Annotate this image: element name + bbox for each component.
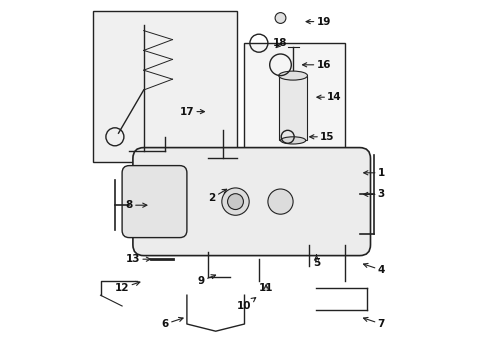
Text: 16: 16 <box>302 60 330 70</box>
Text: 1: 1 <box>363 168 384 178</box>
Text: 10: 10 <box>237 298 255 311</box>
Text: 11: 11 <box>258 283 273 293</box>
Circle shape <box>275 13 285 23</box>
Text: 3: 3 <box>363 189 384 199</box>
Text: 15: 15 <box>309 132 334 142</box>
Text: 14: 14 <box>316 92 341 102</box>
Text: 19: 19 <box>305 17 330 27</box>
Text: 7: 7 <box>363 318 384 329</box>
Bar <box>93 11 237 162</box>
FancyBboxPatch shape <box>122 166 186 238</box>
Text: 13: 13 <box>125 254 150 264</box>
Text: 6: 6 <box>162 318 183 329</box>
Text: 12: 12 <box>115 282 140 293</box>
Circle shape <box>267 189 292 214</box>
Text: 18: 18 <box>273 38 287 48</box>
Text: 9: 9 <box>197 275 215 286</box>
FancyBboxPatch shape <box>133 148 370 256</box>
Text: 5: 5 <box>312 255 320 268</box>
Ellipse shape <box>278 71 307 80</box>
Circle shape <box>227 194 243 210</box>
Bar <box>278 76 307 140</box>
Text: 8: 8 <box>125 200 146 210</box>
Bar <box>244 43 345 151</box>
Text: 4: 4 <box>363 264 384 275</box>
Text: 2: 2 <box>208 189 226 203</box>
Text: 17: 17 <box>179 107 204 117</box>
Circle shape <box>222 188 249 215</box>
Ellipse shape <box>280 137 305 144</box>
